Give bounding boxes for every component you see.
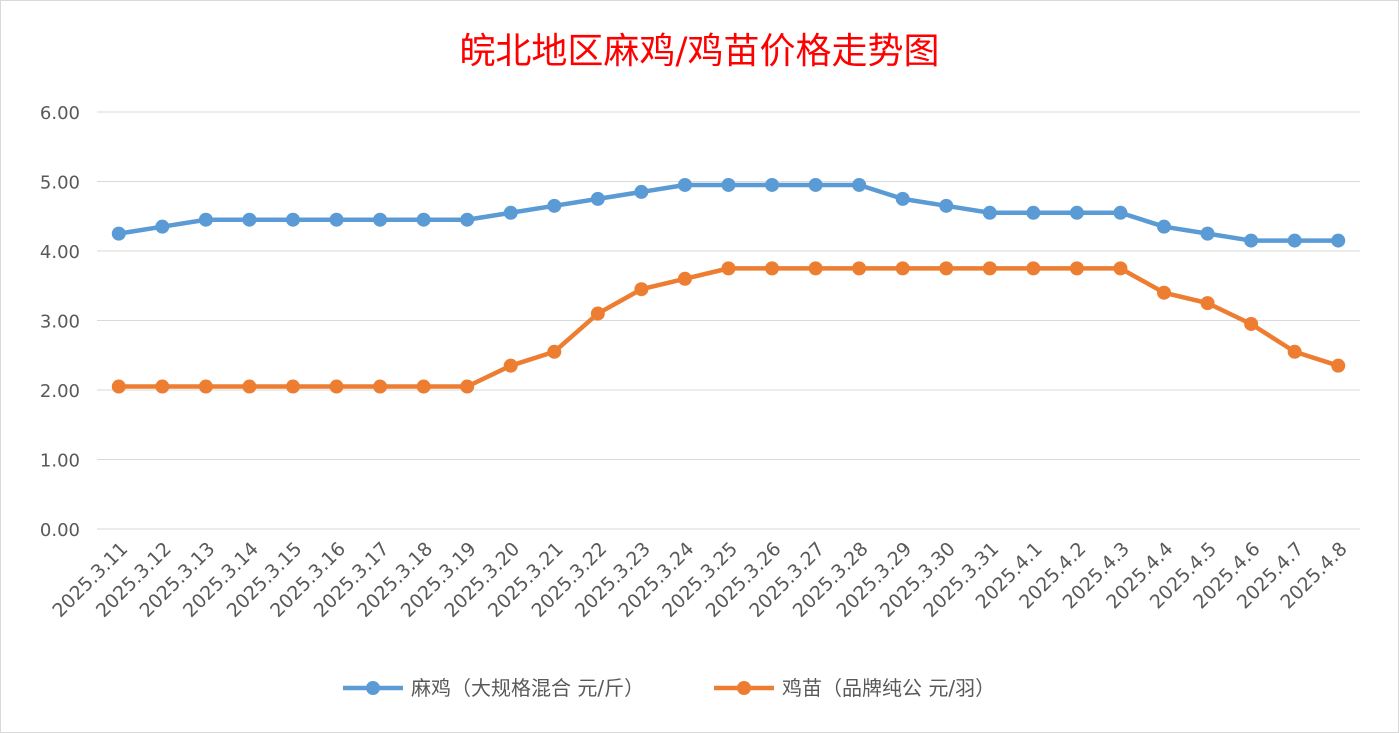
series-1-point: [1287, 344, 1302, 359]
series-1-point: [1244, 316, 1259, 331]
series-1-point: [503, 358, 518, 373]
grid-lines: [97, 111, 1360, 530]
x-axis-ticks: 2025.3.112025.3.122025.3.132025.3.142025…: [48, 538, 1351, 622]
series-line-0: [118, 182, 1339, 243]
legend: 麻鸡（大规格混合 元/斤） 鸡苗（品牌纯公 元/羽）: [343, 676, 995, 700]
series-1-point: [939, 261, 954, 276]
series-0-point: [373, 212, 388, 227]
y-tick-label: 4.00: [40, 242, 80, 263]
legend-marker-0: [366, 681, 380, 695]
series-0-point: [460, 212, 475, 227]
series-1-point: [634, 282, 649, 297]
series-1-point: [285, 379, 300, 394]
y-tick-label: 3.00: [40, 312, 80, 333]
series-1-point: [1026, 261, 1041, 276]
series-1-point: [155, 379, 170, 394]
series-0-point: [939, 198, 954, 213]
series-0-point: [329, 212, 344, 227]
series-layer: [111, 177, 1346, 394]
series-0-point: [1026, 205, 1041, 220]
series-1-point: [329, 379, 344, 394]
series-1-point: [1331, 358, 1346, 373]
series-1-point: [111, 379, 126, 394]
series-0-point: [503, 205, 518, 220]
series-0-point: [1244, 233, 1259, 248]
series-0-point: [852, 177, 867, 192]
series-0-point: [634, 184, 649, 199]
y-tick-label: 6.00: [40, 103, 80, 124]
series-line-1: [118, 266, 1339, 389]
series-0-point: [547, 198, 562, 213]
series-0-point: [808, 177, 823, 192]
series-1-point: [808, 261, 823, 276]
series-0-point: [285, 212, 300, 227]
series-1-point: [373, 379, 388, 394]
series-1-point: [721, 261, 736, 276]
series-0-point: [1157, 219, 1172, 234]
series-1-point: [677, 271, 692, 286]
y-tick-label: 0.00: [40, 520, 80, 541]
series-1-point: [198, 379, 213, 394]
series-0-point: [155, 219, 170, 234]
series-0-point: [416, 212, 431, 227]
series-1-point: [590, 306, 605, 321]
series-0-point: [982, 205, 997, 220]
series-0-point: [765, 177, 780, 192]
series-0-point: [1331, 233, 1346, 248]
y-tick-label: 2.00: [40, 381, 80, 402]
series-1-point: [1200, 296, 1215, 311]
y-tick-label: 5.00: [40, 173, 80, 194]
series-0-point: [1200, 226, 1215, 241]
series-0-point: [677, 177, 692, 192]
series-1-point: [1157, 285, 1172, 300]
legend-label-1: 鸡苗（品牌纯公 元/羽）: [782, 676, 995, 700]
series-1-point: [982, 261, 997, 276]
series-1-point: [460, 379, 475, 394]
y-axis-ticks: 0.00 1.00 2.00 3.00 4.00 5.00 6.00: [40, 103, 80, 541]
series-0-point: [895, 191, 910, 206]
series-0-point: [111, 226, 126, 241]
series-0-point: [1069, 205, 1084, 220]
series-1-point: [765, 261, 780, 276]
chart-title: 皖北地区麻鸡/鸡苗价格走势图: [459, 31, 940, 72]
series-1-point: [547, 344, 562, 359]
series-0-point: [198, 212, 213, 227]
series-0-point: [721, 177, 736, 192]
series-1-point: [1113, 261, 1128, 276]
series-0-point: [1287, 233, 1302, 248]
series-0-point: [1113, 205, 1128, 220]
series-1-point: [895, 261, 910, 276]
legend-marker-1: [737, 681, 751, 695]
series-0-point: [590, 191, 605, 206]
series-1-point: [416, 379, 431, 394]
series-1-point: [242, 379, 257, 394]
series-1-point: [852, 261, 867, 276]
legend-label-0: 麻鸡（大规格混合 元/斤）: [411, 676, 644, 700]
series-1-point: [1069, 261, 1084, 276]
series-0-point: [242, 212, 257, 227]
y-tick-label: 1.00: [40, 451, 80, 472]
